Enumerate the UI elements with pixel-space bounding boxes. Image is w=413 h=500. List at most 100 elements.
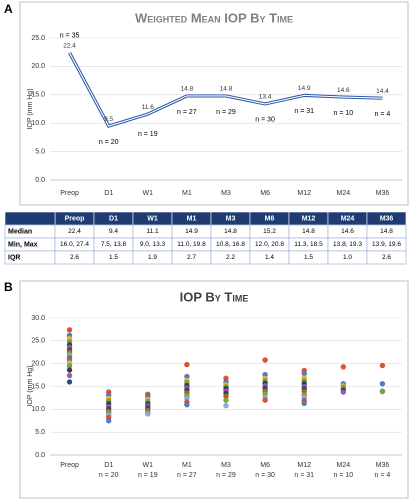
n-label: n = 20 <box>99 472 119 479</box>
cell-text: 15.2 <box>263 228 276 235</box>
n-label: n = 29 <box>216 472 236 479</box>
point <box>301 400 307 407</box>
cell-text: 14.8 <box>380 228 393 235</box>
cell-text: 11.1 <box>146 228 159 235</box>
y-axis-label: IOP (mm Hg) <box>27 88 34 129</box>
cell-text: 16.0, 27.4 <box>60 241 89 248</box>
value-label: 14.8 <box>181 86 194 93</box>
x-tick-label: Preop <box>60 462 79 469</box>
y-tick-label: 10.0 <box>31 406 45 413</box>
n-label: n = 27 <box>177 472 197 479</box>
cell-text: 1.4 <box>265 254 274 261</box>
n-label: n = 10 <box>333 110 353 117</box>
cell-text: 9.4 <box>109 228 118 235</box>
point <box>184 402 190 408</box>
column-header: M6 <box>265 215 275 222</box>
y-tick-label: 10.0 <box>31 120 45 127</box>
cell-text: 2.6 <box>382 254 391 261</box>
point <box>145 411 151 417</box>
point <box>66 379 73 385</box>
value-label: 14.6 <box>337 87 350 94</box>
n-label: n = 30 <box>255 472 275 479</box>
row-label: Median <box>8 228 32 235</box>
point <box>105 417 112 424</box>
header-cell <box>4 211 56 226</box>
point <box>223 397 229 403</box>
x-tick-label: M12 <box>297 462 311 469</box>
x-tick-label: Preop <box>60 190 79 197</box>
n-label: n = 19 <box>138 131 158 138</box>
cell-text: 14.6 <box>341 228 354 235</box>
cell-text: 13.8, 19.3 <box>333 241 362 248</box>
point <box>379 362 386 369</box>
point <box>66 372 73 379</box>
cell-text: 14.8 <box>302 228 315 235</box>
value-label: 11.6 <box>142 104 155 111</box>
cell-text: 13.9, 19.6 <box>372 241 401 248</box>
y-axis-label: IOP (mm Hg) <box>27 365 34 406</box>
value-label: 14.9 <box>298 85 311 92</box>
x-tick-label: M6 <box>260 462 270 469</box>
y-tick-label: 25.0 <box>31 35 45 42</box>
x-tick-label: M3 <box>221 190 231 197</box>
chart-title: IOP By Time <box>180 289 249 304</box>
y-tick-label: 30.0 <box>31 315 45 322</box>
n-label: n = 35 <box>60 33 80 40</box>
x-tick-label: M1 <box>182 462 192 469</box>
y-tick-label: 15.0 <box>31 92 45 99</box>
cell-text: 2.6 <box>70 254 79 261</box>
point <box>340 389 347 395</box>
cell-text: 10.8, 16.8 <box>216 241 245 248</box>
n-label: n = 10 <box>333 472 353 479</box>
y-tick-label: 20.0 <box>31 361 45 368</box>
y-tick-label: 25.0 <box>31 338 45 345</box>
x-tick-label: D1 <box>104 190 113 197</box>
y-tick-label: 0.0 <box>35 177 45 184</box>
cell-text: 22.4 <box>68 228 81 235</box>
x-tick-label: W1 <box>143 462 154 469</box>
n-label: n = 30 <box>255 117 275 124</box>
n-label: n = 29 <box>216 109 236 116</box>
x-tick-label: W1 <box>143 190 154 197</box>
point <box>379 381 386 387</box>
column-header: M12 <box>302 215 316 222</box>
cell-text: 1.5 <box>304 254 313 261</box>
row-label: IQR <box>8 254 20 261</box>
x-tick-label: M1 <box>182 190 192 197</box>
cell-text: 9.0, 13.3 <box>140 241 166 248</box>
line-inner <box>69 52 383 127</box>
point <box>66 367 73 373</box>
cell-text: 14.9 <box>185 228 198 235</box>
n-label: n = 31 <box>294 472 314 479</box>
cell-text: 1.5 <box>109 254 118 261</box>
column-header: M36 <box>380 215 394 222</box>
x-tick-label: D1 <box>104 462 113 469</box>
column-header: D1 <box>109 215 118 222</box>
x-tick-label: M36 <box>376 190 390 197</box>
value-label: 13.4 <box>259 94 272 101</box>
point <box>262 357 268 363</box>
x-tick-label: M24 <box>337 190 351 197</box>
value-label: 14.8 <box>220 86 233 93</box>
y-tick-label: 0.0 <box>35 452 45 459</box>
point <box>66 327 73 333</box>
panel-a-frame <box>19 1 409 206</box>
x-tick-label: M36 <box>376 462 390 469</box>
cell-text: 1.9 <box>148 254 157 261</box>
row-label: Min, Max <box>8 241 38 248</box>
panel-label: A <box>4 2 13 16</box>
n-label: n = 31 <box>294 108 314 115</box>
cell <box>366 250 407 265</box>
column-header: M3 <box>226 215 236 222</box>
point <box>340 364 347 370</box>
cell-text: 2.2 <box>226 254 235 261</box>
panel-label: B <box>4 280 13 294</box>
y-tick-label: 15.0 <box>31 383 45 390</box>
n-label: n = 20 <box>99 139 119 146</box>
point <box>262 397 268 403</box>
n-label: n = 19 <box>138 472 158 479</box>
x-tick-label: M12 <box>297 190 311 197</box>
x-tick-label: M6 <box>260 190 270 197</box>
cell-text: 11.0, 19.8 <box>177 241 206 248</box>
